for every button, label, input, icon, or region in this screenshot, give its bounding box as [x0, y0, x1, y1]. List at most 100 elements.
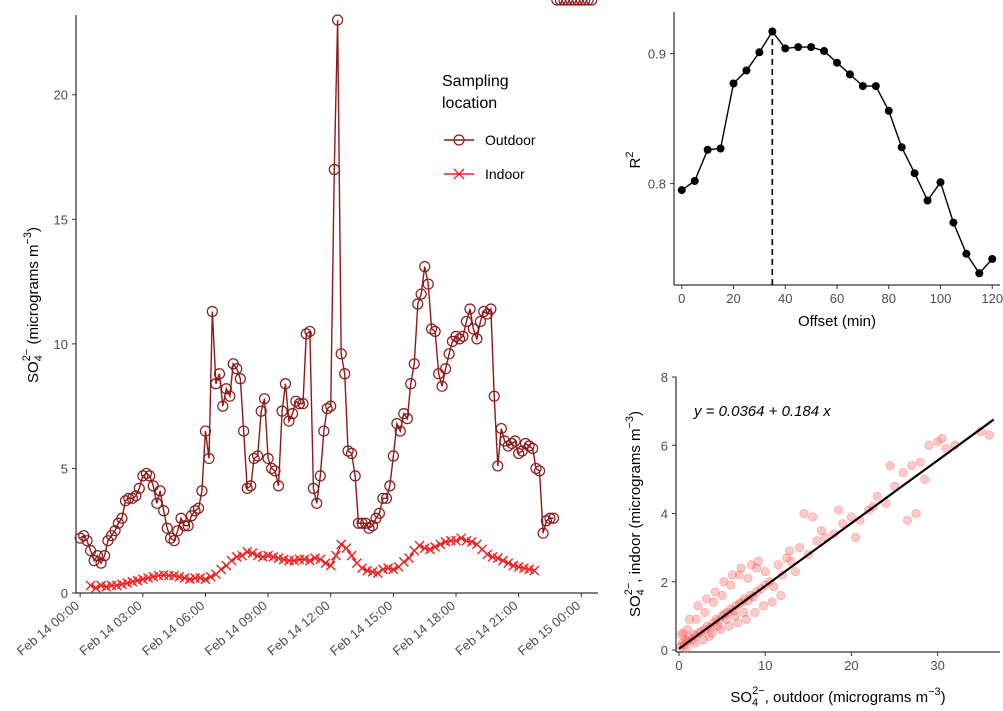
r2-y-ticks: 0.8 0.9: [648, 47, 674, 192]
point-outdoor: [391, 417, 403, 430]
point-outdoor: [307, 482, 320, 494]
point-outdoor: [272, 480, 285, 492]
point-outdoor: [168, 535, 180, 547]
y-tick-label: 2: [661, 575, 668, 590]
point-outdoor: [314, 470, 326, 482]
point-outdoor: [178, 520, 191, 532]
point-outdoor: [276, 405, 288, 417]
point-indoor: [451, 535, 462, 546]
scatter-y-ticks: 0 2 4 6 8: [661, 370, 676, 658]
point-outdoor: [575, 0, 587, 6]
point-indoor: [330, 550, 341, 561]
point-outdoor: [116, 512, 128, 524]
y-tick-label: 4: [661, 507, 668, 522]
y-tick-label: 0: [661, 643, 668, 658]
point-indoor: [404, 553, 415, 564]
r2-point: [858, 82, 867, 91]
scatter-y-axis-title: SO42−, indoor (micrograms m−3): [623, 411, 647, 617]
point-outdoor: [144, 470, 156, 482]
point-outdoor: [304, 325, 316, 338]
scatter-point: [816, 526, 826, 536]
timeseries-y-axis-title: SO42− (micrograms m−3): [21, 227, 45, 383]
point-indoor: [498, 555, 508, 566]
point-outdoor: [547, 512, 560, 524]
scatter-point: [702, 594, 712, 604]
point-outdoor: [217, 400, 229, 412]
r2-point: [884, 106, 893, 115]
point-outdoor: [130, 490, 142, 502]
point-indoor: [85, 580, 96, 591]
r2-point: [703, 145, 712, 154]
scatter-point: [739, 607, 749, 617]
point-indoor: [237, 550, 247, 561]
point-outdoor: [523, 440, 535, 452]
scatter-point: [700, 607, 710, 617]
scatter-point: [920, 474, 930, 484]
point-outdoor: [231, 363, 243, 375]
scatter-point: [730, 611, 740, 621]
r2-point: [871, 82, 880, 91]
point-outdoor: [199, 425, 212, 437]
legend-title-line2: location: [442, 95, 497, 112]
scatter-point: [911, 508, 921, 518]
point-indoor: [372, 568, 383, 579]
point-outdoor: [196, 485, 208, 497]
point-outdoor: [551, 0, 563, 6]
point-outdoor: [321, 403, 333, 415]
scatter-point: [684, 614, 694, 624]
point-outdoor: [509, 435, 521, 447]
x-tick-label: Feb 14 06:00: [139, 598, 207, 659]
r2-point: [962, 249, 971, 258]
point-indoor: [529, 565, 540, 576]
r2-point: [781, 44, 790, 53]
point-outdoor: [342, 445, 354, 457]
scatter-points: [676, 427, 994, 653]
point-outdoor: [300, 328, 312, 340]
x-tick-label: 0: [678, 291, 685, 306]
point-indoor: [216, 564, 227, 575]
point-outdoor: [266, 462, 278, 475]
point-outdoor: [286, 408, 299, 420]
scatter-point: [750, 607, 760, 617]
legend-label-indoor: Indoor: [485, 166, 525, 182]
point-outdoor: [95, 557, 107, 569]
point-indoor: [357, 563, 368, 574]
point-indoor: [466, 536, 477, 547]
scatter-panel: 0 2 4 6 8 0 10 20 30 y = 0.0364 + 0.184 x SO42−…: [623, 370, 1000, 709]
legend: Sampling location Outdoor Indoor: [442, 73, 536, 182]
point-outdoor: [488, 390, 500, 402]
point-outdoor: [527, 442, 539, 455]
r2-point: [755, 48, 764, 57]
r2-point: [677, 186, 686, 195]
scatter-point: [915, 457, 925, 467]
point-outdoor: [436, 380, 448, 392]
r2-x-ticks: 0 20 40 60 80 100 120: [678, 285, 1003, 306]
y-tick-label: 0.9: [648, 47, 666, 62]
scatter-point: [784, 546, 794, 556]
x-tick-label: Feb 14 18:00: [390, 598, 458, 659]
r2-point: [768, 27, 777, 36]
scatter-point: [907, 461, 917, 471]
point-outdoor: [248, 452, 260, 465]
point-outdoor: [332, 14, 344, 26]
point-outdoor: [133, 482, 145, 494]
scatter-point: [846, 512, 856, 522]
legend-key-indoor: [444, 168, 474, 180]
point-outdoor: [213, 368, 226, 380]
point-outdoor: [415, 288, 427, 300]
x-tick-label: 20: [726, 291, 740, 306]
point-outdoor: [582, 0, 594, 6]
scatter-x-ticks: 0 10 20 30: [675, 652, 945, 673]
x-tick-label: 10: [758, 658, 772, 673]
point-indoor: [456, 533, 467, 544]
point-outdoor: [540, 515, 553, 527]
point-outdoor: [164, 532, 177, 544]
point-outdoor: [492, 460, 504, 472]
point-outdoor: [565, 0, 577, 6]
r2-panel: 0.8 0.9 0 20 40 60 80 100 120 Offset (min) R2: [624, 12, 1003, 330]
y-tick-label: 15: [54, 212, 68, 227]
y-tick-label: 0: [61, 586, 68, 601]
x-tick-label: Feb 14 21:00: [452, 598, 520, 659]
point-outdoor: [464, 303, 476, 315]
